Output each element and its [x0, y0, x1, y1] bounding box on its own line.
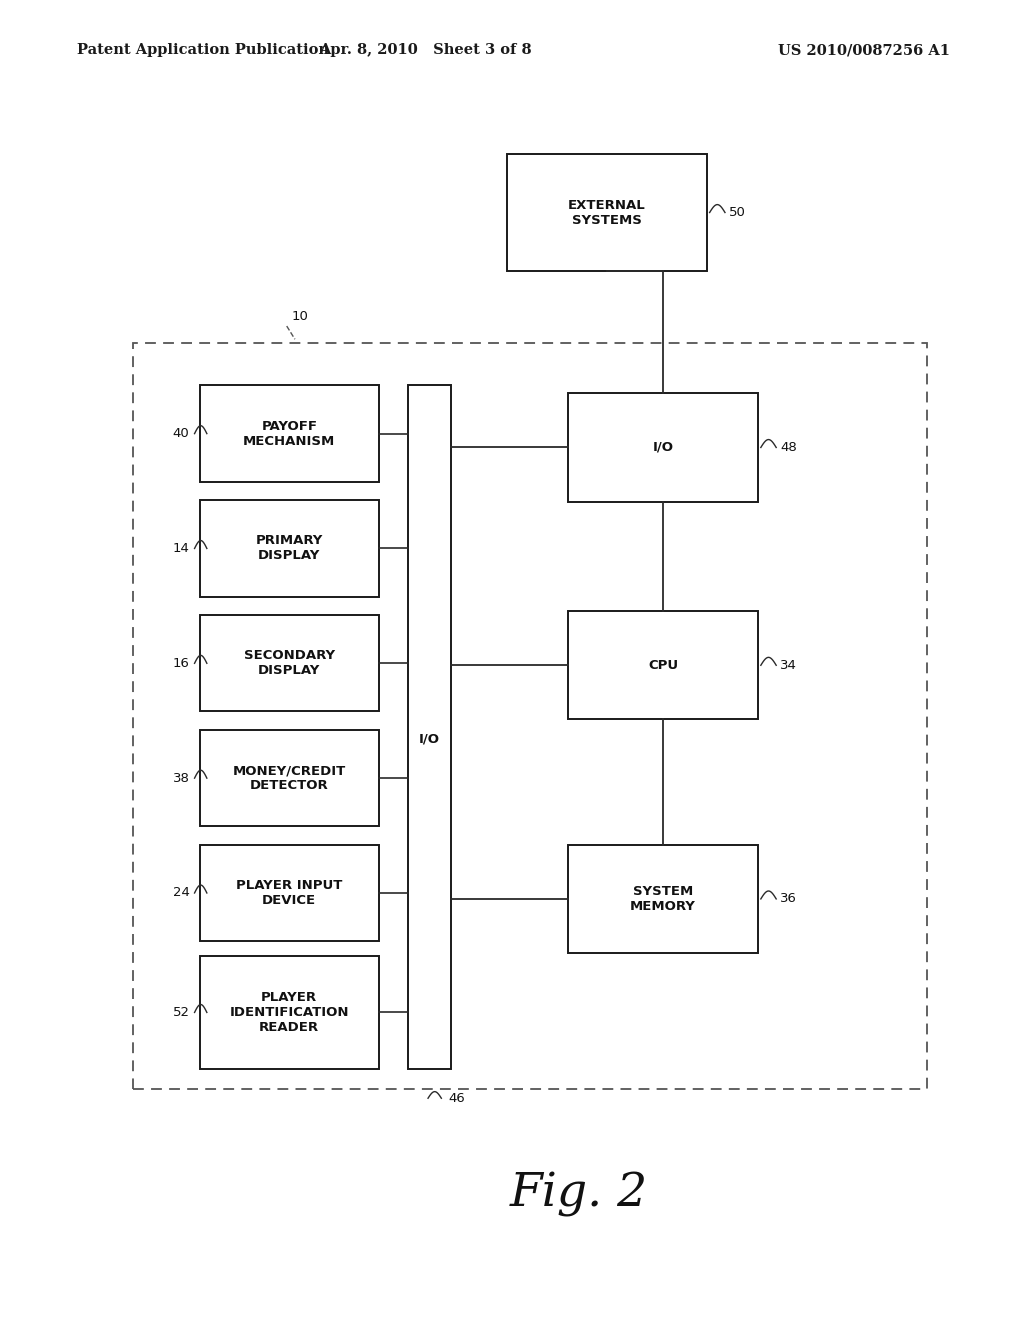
Text: 50: 50	[729, 206, 745, 219]
Text: CPU: CPU	[648, 659, 678, 672]
Bar	[568, 845, 758, 953]
Text: I/O: I/O	[652, 441, 674, 454]
Text: 52: 52	[172, 1006, 189, 1019]
Bar	[200, 385, 379, 482]
Text: 34: 34	[780, 659, 797, 672]
Bar	[200, 615, 379, 711]
Bar	[200, 845, 379, 941]
Text: SECONDARY
DISPLAY: SECONDARY DISPLAY	[244, 649, 335, 677]
Text: 14: 14	[173, 543, 189, 554]
Text: 36: 36	[780, 892, 797, 906]
Bar	[568, 393, 758, 502]
Text: 40: 40	[173, 428, 189, 440]
Bar	[200, 956, 379, 1069]
Text: I/O: I/O	[419, 733, 439, 746]
Text: PRIMARY
DISPLAY: PRIMARY DISPLAY	[256, 535, 323, 562]
Bar	[133, 343, 927, 1089]
Text: SYSTEM
MEMORY: SYSTEM MEMORY	[630, 884, 696, 913]
Bar	[568, 611, 758, 719]
Text: 16: 16	[173, 657, 189, 669]
Bar	[200, 730, 379, 826]
Bar	[408, 385, 451, 1069]
Text: 48: 48	[780, 441, 797, 454]
Text: PLAYER
IDENTIFICATION
READER: PLAYER IDENTIFICATION READER	[229, 991, 349, 1034]
Text: 38: 38	[173, 772, 189, 784]
Text: PAYOFF
MECHANISM: PAYOFF MECHANISM	[243, 420, 336, 447]
Text: EXTERNAL
SYSTEMS: EXTERNAL SYSTEMS	[568, 198, 645, 227]
Text: 10: 10	[292, 310, 308, 323]
Bar	[507, 154, 707, 271]
Text: 24: 24	[173, 887, 189, 899]
Text: US 2010/0087256 A1: US 2010/0087256 A1	[778, 44, 950, 57]
Text: Fig. 2: Fig. 2	[509, 1172, 648, 1217]
Text: PLAYER INPUT
DEVICE: PLAYER INPUT DEVICE	[237, 879, 342, 907]
Text: Patent Application Publication: Patent Application Publication	[77, 44, 329, 57]
Text: MONEY/CREDIT
DETECTOR: MONEY/CREDIT DETECTOR	[232, 764, 346, 792]
Bar	[200, 500, 379, 597]
Text: 46: 46	[449, 1092, 465, 1105]
Text: Apr. 8, 2010   Sheet 3 of 8: Apr. 8, 2010 Sheet 3 of 8	[318, 44, 531, 57]
